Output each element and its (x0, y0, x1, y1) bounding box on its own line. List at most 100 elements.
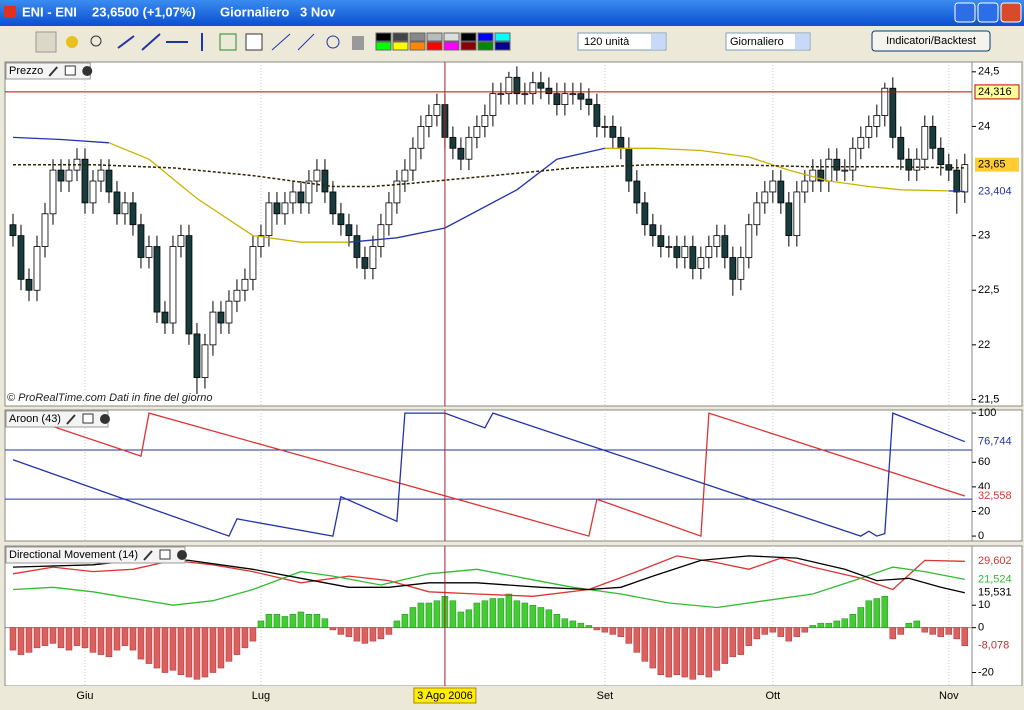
swatch[interactable] (477, 41, 494, 51)
histogram-bar (113, 627, 121, 651)
histogram-bar (337, 627, 345, 635)
swatch[interactable] (460, 32, 477, 42)
histogram-bar (417, 602, 425, 628)
panel-title: Directional Movement (14) (9, 549, 138, 561)
histogram-bar (897, 627, 905, 635)
histogram-bar (737, 627, 745, 655)
candle-body (401, 169, 409, 182)
histogram-bar (65, 627, 73, 651)
dropdown-arrow[interactable] (651, 34, 665, 49)
x-tick-label: Ott (766, 690, 781, 702)
candle-body (785, 202, 793, 237)
histogram-bar (537, 607, 545, 628)
delete-tool[interactable] (352, 36, 364, 50)
candle-body (177, 235, 185, 247)
maximize-icon[interactable] (159, 549, 171, 560)
candle-body (897, 136, 905, 160)
wrench-icon[interactable] (48, 66, 58, 77)
candle-body (801, 180, 809, 193)
swatch[interactable] (494, 41, 511, 51)
candle-body (193, 333, 201, 379)
swatch[interactable] (443, 32, 460, 42)
ray-tool[interactable] (141, 33, 161, 51)
histogram-bar (257, 620, 265, 628)
timeframe-dropdown[interactable] (725, 32, 811, 51)
close-icon[interactable] (99, 414, 110, 424)
histogram-bar (625, 627, 633, 644)
candle-body (753, 202, 761, 226)
candle-body (377, 224, 385, 247)
value-tag (975, 489, 1019, 504)
swatch[interactable] (494, 32, 511, 42)
swatch[interactable] (409, 32, 426, 42)
value-tag-label: 15,531 (978, 587, 1012, 599)
swatch[interactable] (375, 32, 392, 42)
candle-body (457, 147, 465, 160)
histogram-bar (225, 627, 233, 662)
candle-body (585, 98, 593, 105)
swatch[interactable] (375, 41, 392, 51)
dropdown-arrow[interactable] (795, 34, 809, 49)
histogram-bar (185, 627, 193, 678)
maximize-icon[interactable] (82, 413, 94, 424)
histogram-bar (609, 627, 617, 635)
swatch[interactable] (426, 32, 443, 42)
candle-body (921, 126, 929, 160)
histogram-bar (289, 613, 297, 628)
text-tool[interactable] (245, 33, 263, 51)
indicator-line (12, 412, 966, 537)
app-icon (4, 6, 16, 18)
candle-body (305, 180, 313, 204)
minimize-button[interactable] (954, 2, 976, 23)
crosshair-tag (413, 687, 477, 704)
y-tick-label: 20 (978, 505, 990, 517)
swatch[interactable] (392, 32, 409, 42)
channel-tool[interactable] (271, 33, 291, 51)
indicators-button[interactable] (871, 30, 991, 52)
candle-body (313, 169, 321, 182)
candle-body (841, 169, 849, 172)
maximize-icon[interactable] (64, 65, 76, 76)
histogram-bar (593, 627, 601, 631)
fib-tool[interactable] (219, 33, 237, 51)
swatch[interactable] (477, 32, 494, 42)
histogram-bar (369, 627, 377, 642)
value-tag-label: 76,744 (978, 436, 1012, 448)
histogram-bar (217, 627, 225, 669)
indicator-line (12, 566, 965, 609)
candle-body (345, 224, 353, 237)
restore-button[interactable] (977, 2, 999, 23)
histogram-bar (89, 627, 97, 653)
alert-tool[interactable] (66, 36, 78, 48)
swatch[interactable] (392, 41, 409, 51)
candle-body (161, 311, 169, 324)
candle-body (169, 246, 177, 324)
swatch[interactable] (409, 41, 426, 51)
close-icon[interactable] (82, 66, 93, 76)
units-dropdown[interactable] (577, 32, 667, 51)
line-tool[interactable] (117, 35, 135, 49)
candle-body (569, 93, 577, 96)
parallel-tool[interactable] (297, 33, 315, 51)
candle-body (473, 126, 481, 138)
wrench-icon[interactable] (66, 414, 76, 425)
candle-body (713, 235, 721, 247)
swatch[interactable] (426, 41, 443, 51)
histogram-bar (545, 609, 553, 628)
candle-body (937, 147, 945, 166)
candle-body (113, 191, 121, 215)
swatch[interactable] (443, 41, 460, 51)
close-button[interactable] (1000, 2, 1022, 23)
cross-tool[interactable] (326, 35, 340, 49)
histogram-bar (497, 598, 505, 628)
histogram-bar (569, 620, 577, 628)
close-icon[interactable] (177, 550, 187, 560)
swatch[interactable] (460, 41, 477, 51)
wrench-icon[interactable] (143, 550, 153, 561)
histogram-bar (121, 627, 129, 646)
y-tick-label: 0 (978, 622, 984, 634)
histogram-bar (481, 600, 489, 628)
candle-body (545, 87, 553, 95)
pointer-tool[interactable] (35, 31, 57, 53)
zoom-tool[interactable] (90, 35, 102, 47)
